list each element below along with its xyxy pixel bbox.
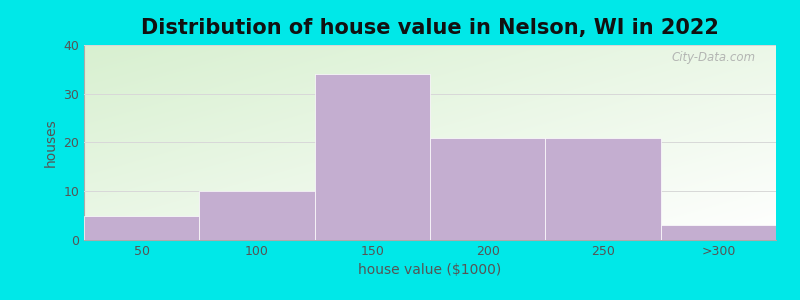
Text: City-Data.com: City-Data.com bbox=[671, 51, 755, 64]
Bar bbox=[661, 225, 776, 240]
Bar bbox=[430, 138, 546, 240]
Bar bbox=[546, 138, 661, 240]
Bar bbox=[199, 191, 314, 240]
Bar bbox=[84, 216, 199, 240]
X-axis label: house value ($1000): house value ($1000) bbox=[358, 263, 502, 278]
Y-axis label: houses: houses bbox=[44, 118, 58, 167]
Bar bbox=[314, 74, 430, 240]
Title: Distribution of house value in Nelson, WI in 2022: Distribution of house value in Nelson, W… bbox=[141, 18, 719, 38]
